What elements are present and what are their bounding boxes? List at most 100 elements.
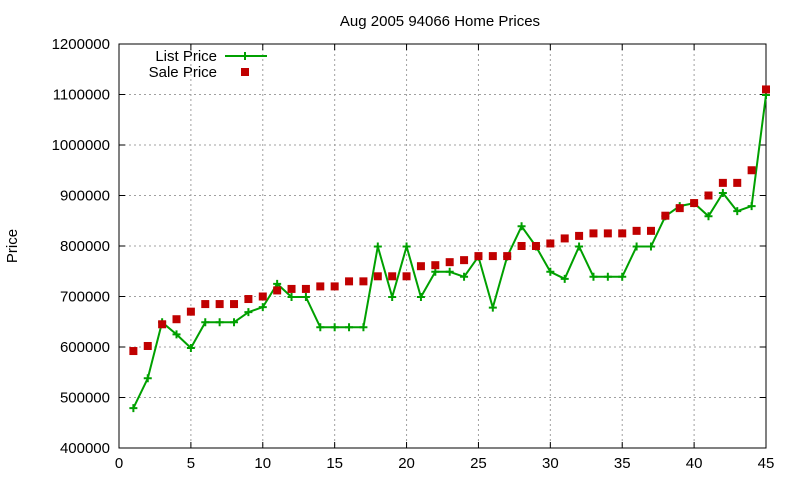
list-price-point xyxy=(704,212,713,221)
sale-price-point xyxy=(747,166,756,175)
list-price-point xyxy=(589,272,598,281)
y-tick-label: 800000 xyxy=(60,238,110,255)
y-tick-label: 500000 xyxy=(60,390,110,407)
plot-border xyxy=(118,43,767,449)
sale-price-point xyxy=(258,292,267,301)
y-tick-label: 700000 xyxy=(60,289,110,306)
list-price-point xyxy=(345,323,354,332)
list-price-point xyxy=(359,323,368,332)
sale-price-point xyxy=(215,300,224,309)
sale-price-point xyxy=(560,234,569,243)
list-price-point xyxy=(488,303,497,312)
sale-price-point xyxy=(646,226,655,235)
list-price-point xyxy=(546,267,555,276)
sale-price-point xyxy=(460,256,469,265)
legend-marker-list-price xyxy=(241,52,249,60)
list-price-line xyxy=(132,94,767,409)
sale-price-point xyxy=(704,191,713,200)
list-price-point xyxy=(186,344,195,353)
sale-price-point xyxy=(603,229,612,238)
sale-price-point xyxy=(158,320,167,329)
list-price-point xyxy=(416,293,425,302)
sale-price-point xyxy=(690,199,699,208)
series-list-price xyxy=(129,91,770,413)
sale-price-point xyxy=(416,262,425,271)
sale-price-point xyxy=(186,307,195,316)
list-price-point xyxy=(517,222,526,231)
list-price-point xyxy=(172,330,181,339)
sale-price-point xyxy=(762,85,770,94)
list-price-point xyxy=(301,293,310,302)
sale-price-point xyxy=(474,252,483,261)
legend-marker-sale-price xyxy=(241,68,249,76)
sale-price-point xyxy=(373,272,382,281)
list-price-point xyxy=(402,242,411,251)
list-price-point xyxy=(646,242,655,251)
list-price-point xyxy=(747,202,756,211)
list-price-point xyxy=(244,308,253,317)
list-price-point xyxy=(388,293,397,302)
x-tick-label: 0 xyxy=(115,455,123,472)
sale-price-point xyxy=(345,277,354,286)
y-tick-label: 600000 xyxy=(60,339,110,356)
list-price-point xyxy=(373,242,382,251)
x-tick-label: 15 xyxy=(326,455,343,472)
list-price-point xyxy=(632,242,641,251)
sale-price-point xyxy=(129,347,138,356)
list-price-point xyxy=(733,207,742,216)
x-tick-label: 30 xyxy=(542,455,559,472)
list-price-point xyxy=(330,323,339,332)
list-price-point xyxy=(287,293,296,302)
legend-label-list-price: List Price xyxy=(155,48,217,65)
list-price-point xyxy=(603,272,612,281)
sale-price-point xyxy=(632,226,641,235)
sale-price-point xyxy=(388,272,397,281)
sale-price-point xyxy=(330,282,339,291)
sale-price-point xyxy=(143,341,152,350)
y-tick-label: 1100000 xyxy=(53,87,110,104)
sale-price-point xyxy=(230,300,239,309)
list-price-point xyxy=(460,272,469,281)
y-tick-label: 400000 xyxy=(60,440,110,457)
list-price-point xyxy=(215,318,224,327)
x-tick-label: 5 xyxy=(187,455,195,472)
sale-price-point xyxy=(503,252,512,261)
sale-price-point xyxy=(589,229,598,238)
x-tick-label: 25 xyxy=(470,455,487,472)
sale-price-point xyxy=(488,252,497,261)
y-tick-label: 900000 xyxy=(60,188,110,205)
list-price-point xyxy=(560,274,569,283)
x-axis-ticks: 0 5 10 15 20 25 30 35 40 45 xyxy=(115,44,775,472)
legend-label-sale-price: Sale Price xyxy=(149,64,217,81)
sale-price-point xyxy=(301,284,310,293)
list-price-point xyxy=(316,323,325,332)
sale-price-point xyxy=(316,282,325,291)
y-tick-label: 1200000 xyxy=(52,36,110,53)
sale-price-point xyxy=(517,242,526,250)
x-tick-label: 40 xyxy=(686,455,703,472)
sale-price-point xyxy=(661,211,670,220)
chart-title: Aug 2005 94066 Home Prices xyxy=(340,13,540,30)
list-price-point xyxy=(230,318,239,327)
sale-price-point xyxy=(546,239,555,248)
series-sale-price xyxy=(129,85,770,356)
sale-price-point xyxy=(531,242,540,250)
x-tick-label: 10 xyxy=(254,455,271,472)
sale-price-point xyxy=(201,300,210,309)
sale-price-point xyxy=(445,258,454,267)
sale-price-point xyxy=(618,229,627,238)
list-price-point xyxy=(129,404,138,413)
sale-price-point xyxy=(172,315,181,324)
x-tick-label: 45 xyxy=(758,455,775,472)
y-axis-label: Price xyxy=(4,229,21,263)
list-price-point xyxy=(143,374,152,383)
x-tick-label: 20 xyxy=(398,455,415,472)
list-price-point xyxy=(258,303,267,312)
sale-price-point xyxy=(402,272,411,281)
list-price-point xyxy=(618,272,627,281)
sale-price-point xyxy=(575,231,584,240)
sale-price-point xyxy=(244,295,253,304)
sale-price-point xyxy=(675,204,684,213)
list-price-point xyxy=(445,267,454,276)
